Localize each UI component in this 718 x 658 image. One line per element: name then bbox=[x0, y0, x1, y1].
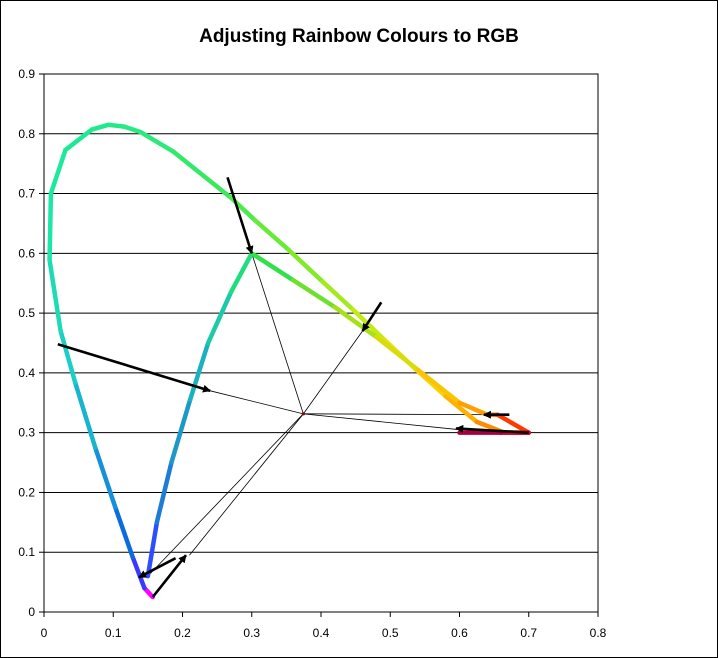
white-point-ray bbox=[147, 413, 304, 577]
adjustment-arrow bbox=[455, 424, 529, 434]
spectral-locus-segment bbox=[58, 328, 78, 385]
rgb-gamut bbox=[145, 251, 531, 579]
x-tick-label: 0.7 bbox=[520, 626, 537, 640]
x-tick-label: 0.1 bbox=[105, 626, 122, 640]
rgb-gamut-segment bbox=[374, 334, 421, 373]
spectral-locus-segment bbox=[286, 248, 325, 284]
rgb-gamut-segment bbox=[415, 367, 462, 406]
x-tick-label: 0.8 bbox=[590, 626, 607, 640]
adjustment-arrow bbox=[138, 557, 177, 579]
adjustment-arrow bbox=[151, 554, 187, 598]
spectral-locus-segment bbox=[201, 173, 234, 200]
white-point-ray bbox=[189, 413, 304, 556]
y-tick-label: 0 bbox=[28, 605, 35, 619]
adjustment-arrow bbox=[57, 342, 211, 393]
spectral-locus-segment bbox=[106, 122, 127, 129]
rgb-gamut-segment bbox=[169, 397, 193, 465]
adjustment-arrows bbox=[57, 177, 529, 598]
x-tick-label: 0 bbox=[41, 626, 48, 640]
white-point-ray bbox=[303, 413, 495, 416]
rgb-gamut-segment bbox=[291, 277, 338, 310]
y-tick-label: 0.1 bbox=[18, 545, 35, 559]
white-point-marker bbox=[301, 412, 305, 416]
adjustment-arrow bbox=[226, 177, 254, 255]
spectral-locus-segment bbox=[320, 279, 356, 312]
grid-lines bbox=[44, 133, 598, 553]
rgb-gamut-segment bbox=[457, 400, 490, 417]
plot-area bbox=[43, 73, 599, 613]
spectral-locus-segment bbox=[89, 122, 111, 132]
rgb-gamut-segment bbox=[228, 251, 254, 295]
spectral-locus-segment bbox=[113, 505, 135, 560]
x-tick-label: 0.6 bbox=[451, 626, 468, 640]
white-point-ray bbox=[210, 390, 304, 415]
rgb-gamut-segment bbox=[205, 289, 234, 346]
rgb-gamut-segment bbox=[495, 412, 531, 435]
chart-title: Adjusting Rainbow Colours to RGB bbox=[199, 26, 519, 47]
y-tick-label: 0.7 bbox=[18, 187, 35, 201]
x-tick-label: 0.2 bbox=[174, 626, 191, 640]
spectral-locus-segment bbox=[138, 129, 176, 154]
white-point-rays bbox=[147, 253, 495, 577]
spectral-locus-segment bbox=[48, 147, 68, 196]
spectral-locus-segment bbox=[252, 218, 292, 253]
y-tick-label: 0.6 bbox=[18, 246, 35, 260]
tick-labels: 0 0.1 0.2 0.3 0.4 0.5 0.6 0.7 0.8 0.9 0 0.1 0.2 0.3 0.… bbox=[18, 67, 606, 640]
rgb-gamut-segment bbox=[249, 251, 296, 283]
spectral-locus-segment bbox=[443, 393, 480, 425]
white-point-ray bbox=[303, 413, 460, 431]
rgb-gamut-segment bbox=[145, 520, 160, 579]
spectral-locus-segment bbox=[63, 127, 95, 153]
rgb-gamut-segment bbox=[332, 304, 379, 340]
y-tick-label: 0.4 bbox=[18, 366, 35, 380]
spectral-locus-segment bbox=[171, 149, 206, 178]
y-tick-label: 0.5 bbox=[18, 306, 35, 320]
x-tick-label: 0.5 bbox=[382, 626, 399, 640]
x-tick-label: 0.4 bbox=[313, 626, 330, 640]
axes bbox=[39, 73, 599, 617]
spectral-locus-segment bbox=[72, 380, 98, 450]
white-point-ray bbox=[251, 253, 304, 414]
curves bbox=[47, 122, 531, 600]
spectral-locus-segment bbox=[92, 445, 118, 510]
adjustment-arrow bbox=[361, 301, 383, 332]
y-tick-label: 0.3 bbox=[18, 426, 35, 440]
y-tick-label: 0.9 bbox=[18, 67, 35, 81]
y-tick-label: 0.2 bbox=[18, 485, 35, 499]
y-tick-label: 0.8 bbox=[18, 127, 35, 141]
spectral-locus-segment bbox=[122, 124, 143, 135]
plot-border bbox=[43, 73, 599, 613]
rgb-gamut-segment bbox=[154, 460, 174, 525]
white-point-ray bbox=[303, 330, 363, 415]
spectral-locus-segment bbox=[47, 257, 63, 334]
spectral-locus-segment bbox=[47, 191, 54, 263]
x-tick-label: 0.3 bbox=[243, 626, 260, 640]
rgb-gamut-segment bbox=[187, 340, 211, 403]
